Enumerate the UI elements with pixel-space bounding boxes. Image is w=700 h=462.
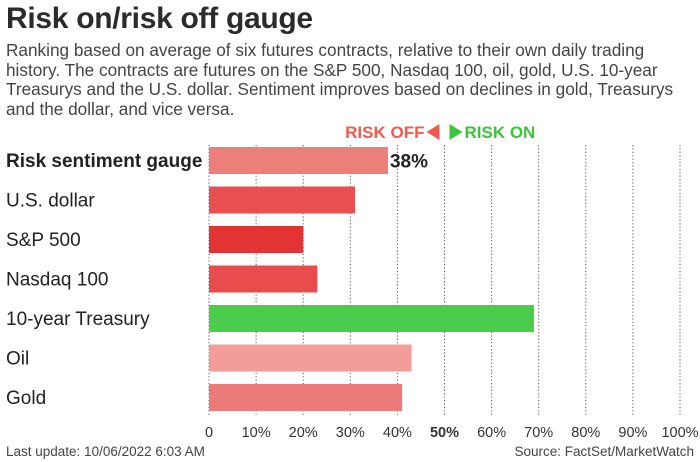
category-label-1: U.S. dollar: [6, 191, 95, 212]
tick-label-8: 80%: [571, 425, 600, 441]
bar-3: [209, 265, 318, 293]
tick-label-0: 0: [205, 425, 213, 441]
bar-1: [209, 186, 356, 214]
category-label-5: Oil: [6, 349, 29, 370]
value-label-0: 38%: [390, 152, 428, 173]
category-label-6: Gold: [6, 388, 46, 409]
category-label-4: 10-year Treasury: [6, 309, 150, 330]
tick-label-9: 90%: [618, 425, 647, 441]
tick-label-2: 20%: [289, 425, 318, 441]
tick-label-5: 50%: [430, 425, 459, 441]
bar-4: [209, 305, 534, 332]
tick-label-7: 70%: [524, 425, 553, 441]
arrow-left-icon: [426, 124, 440, 140]
category-label-3: Nasdaq 100: [6, 270, 108, 291]
source-note: Source: FactSet/MarketWatch: [514, 444, 694, 459]
tick-label-10: 100%: [661, 425, 698, 441]
last-update: Last update: 10/06/2022 6:03 AM: [6, 444, 205, 459]
tick-label-3: 30%: [336, 425, 365, 441]
bar-0: [209, 147, 388, 174]
category-label-0: Risk sentiment gauge: [6, 151, 202, 172]
bar-6: [209, 384, 403, 411]
arrow-right-icon: [449, 124, 463, 140]
chart-subtitle: Ranking based on average of six futures …: [6, 40, 674, 119]
tick-label-4: 40%: [383, 425, 412, 441]
bar-2: [209, 226, 304, 253]
bar-5: [209, 344, 412, 372]
tick-label-6: 60%: [477, 425, 506, 441]
chart-title: Risk on/risk off gauge: [6, 2, 313, 35]
tick-label-1: 10%: [242, 425, 271, 441]
legend-risk-on: RISK ON: [465, 123, 536, 142]
category-label-2: S&P 500: [6, 230, 81, 251]
legend-risk-off: RISK OFF: [345, 123, 424, 142]
